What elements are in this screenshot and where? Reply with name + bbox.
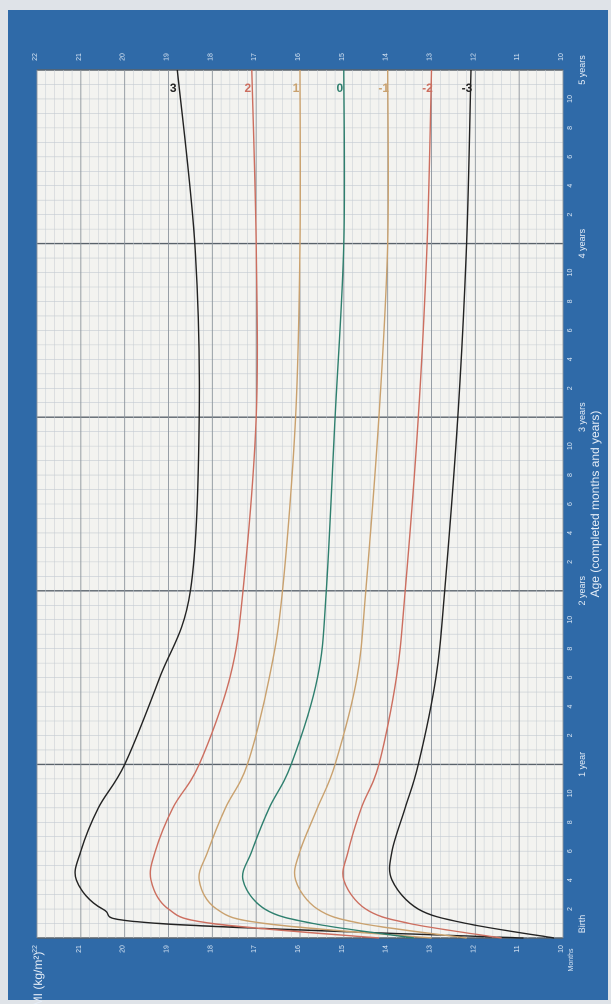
series-line-3 xyxy=(74,69,524,939)
bmi-tick-label: 16 xyxy=(295,53,302,61)
series-label-0: 0 xyxy=(336,81,343,95)
month-tick-label: 8 xyxy=(567,820,574,824)
x-axis-title: Age (completed months and years) xyxy=(588,411,602,598)
series-label--2: -2 xyxy=(422,81,433,95)
y-axis-title: BMI (kg/m²) xyxy=(31,952,45,1004)
month-tick-label: 4 xyxy=(567,184,574,188)
bmi-tick-label: 21 xyxy=(76,945,83,953)
series-line-1 xyxy=(198,69,432,939)
series-line--2 xyxy=(342,69,502,939)
series-label-2: 2 xyxy=(244,81,251,95)
bmi-tick-label: 14 xyxy=(383,945,390,953)
month-tick-label: 10 xyxy=(567,442,574,450)
month-tick-label: 10 xyxy=(567,789,574,797)
bmi-tick-label: 21 xyxy=(76,53,83,61)
bmi-tick-label: 12 xyxy=(470,53,477,61)
tick-labels: 1010111112121313141415151616171718181919… xyxy=(31,53,602,1004)
bmi-tick-label: 15 xyxy=(339,945,346,953)
bmi-tick-label: 16 xyxy=(295,945,302,953)
month-tick-label: 2 xyxy=(567,386,574,390)
month-tick-label: 8 xyxy=(567,473,574,477)
series-line-2 xyxy=(149,69,379,939)
bmi-tick-label: 13 xyxy=(427,53,434,61)
bmi-tick-label: 13 xyxy=(427,945,434,953)
year-label: 2 years xyxy=(577,576,587,606)
month-tick-label: 2 xyxy=(567,907,574,911)
month-tick-label: 10 xyxy=(567,95,574,103)
month-tick-label: 2 xyxy=(567,213,574,217)
bmi-tick-label: 10 xyxy=(558,53,565,61)
bmi-tick-label: 14 xyxy=(383,53,390,61)
bmi-tick-label: 11 xyxy=(514,53,521,60)
month-tick-label: 8 xyxy=(567,647,574,651)
month-tick-label: 8 xyxy=(567,299,574,303)
months-label: Months xyxy=(568,948,575,971)
year-label: 5 years xyxy=(577,55,587,85)
month-tick-label: 6 xyxy=(567,155,574,159)
bmi-tick-label: 20 xyxy=(120,53,127,61)
bmi-tick-label: 17 xyxy=(251,53,258,61)
series-label-3: 3 xyxy=(170,81,177,95)
series-line-0 xyxy=(241,69,415,939)
bmi-tick-label: 18 xyxy=(207,945,214,953)
bmi-tick-label: 19 xyxy=(164,945,171,953)
month-tick-label: 2 xyxy=(567,560,574,564)
month-tick-label: 10 xyxy=(567,616,574,624)
year-label: 1 year xyxy=(577,752,587,777)
month-tick-label: 4 xyxy=(567,531,574,535)
month-tick-label: 8 xyxy=(567,126,574,130)
month-tick-label: 6 xyxy=(567,502,574,506)
month-tick-label: 4 xyxy=(567,357,574,361)
bmi-tick-label: 18 xyxy=(207,53,214,61)
series-label--1: -1 xyxy=(378,81,389,95)
month-tick-label: 4 xyxy=(567,704,574,708)
series-label-1: 1 xyxy=(293,81,300,95)
bmi-tick-label: 15 xyxy=(339,53,346,61)
series-label--3: -3 xyxy=(462,81,473,95)
bmi-tick-label: 17 xyxy=(251,945,258,953)
series-line--1 xyxy=(293,69,467,939)
month-tick-label: 10 xyxy=(567,269,574,277)
year-label: Birth xyxy=(577,915,587,934)
bmi-tick-label: 11 xyxy=(514,945,521,952)
bmi-tick-label: 12 xyxy=(470,945,477,953)
month-tick-label: 6 xyxy=(567,676,574,680)
year-label: 3 years xyxy=(577,402,587,432)
bmi-tick-label: 19 xyxy=(164,53,171,61)
month-tick-label: 6 xyxy=(567,849,574,853)
bmi-tick-label: 20 xyxy=(120,945,127,953)
bmi-tick-label: 22 xyxy=(32,945,39,953)
series-lines: 3 2 1 0 -1 -2 -3 xyxy=(74,69,555,939)
month-tick-label: 4 xyxy=(567,878,574,882)
month-tick-label: 2 xyxy=(567,733,574,737)
year-label: 4 years xyxy=(577,228,587,258)
month-tick-label: 6 xyxy=(567,328,574,332)
bmi-tick-label: 10 xyxy=(558,945,565,953)
bmi-tick-label: 22 xyxy=(32,53,39,61)
series-line--3 xyxy=(388,69,555,939)
